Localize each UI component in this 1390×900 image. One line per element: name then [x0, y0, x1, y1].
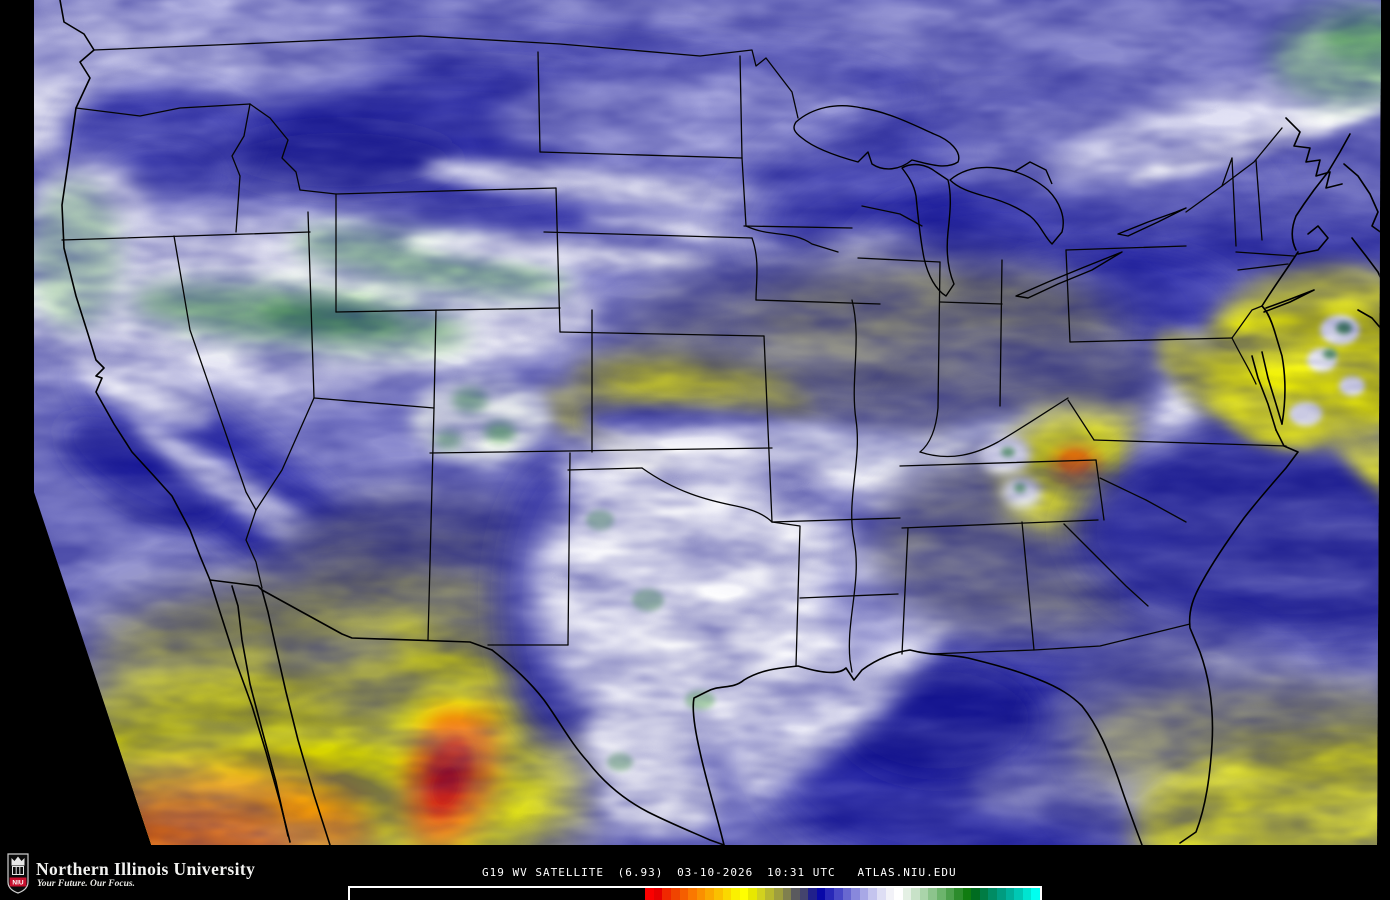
colorbar-swatch: [936, 888, 946, 900]
colorbar-swatch: [988, 888, 998, 900]
colorbar-swatch: [662, 888, 672, 900]
image-caption: G19 WV SATELLITE (6.93) 03-10-2026 10:31…: [482, 866, 957, 879]
colorbar-swatch: [739, 888, 749, 900]
colorbar-swatch: [645, 888, 654, 900]
colorbar-swatch: [765, 888, 774, 900]
colorbar-swatch: [885, 888, 895, 900]
niu-shield-logo: NIU: [7, 853, 29, 894]
colorbar-swatch: [688, 888, 697, 900]
caption-site: ATLAS.NIU.EDU: [857, 866, 957, 879]
colorbar-swatch: [1005, 888, 1015, 900]
colorbar-swatch: [902, 888, 912, 900]
university-tagline: Your Future. Our Focus.: [37, 879, 135, 889]
castle-icon: [11, 856, 25, 866]
state-borders: [61, 35, 1295, 673]
university-name: Northern Illinois University: [36, 859, 256, 879]
caption-date: 03-10-2026: [677, 866, 754, 879]
colorbar-swatch: [756, 888, 766, 900]
colorbar-swatch: [773, 888, 783, 900]
colorbar-swatch: [791, 888, 800, 900]
colorbar-swatch: [748, 888, 757, 900]
colorbar-swatches: [645, 888, 1040, 900]
colorbar-swatch: [945, 888, 955, 900]
colorbar-swatch: [713, 888, 723, 900]
colorbar-swatch: [894, 888, 903, 900]
wv-satellite-map: [34, 0, 1381, 847]
colorbar-swatch: [705, 888, 714, 900]
caption-time: 10:31 UTC: [766, 866, 836, 879]
colorbar-swatch: [731, 888, 740, 900]
footer-bar: NIU Northern Illinois University Your Fu…: [0, 845, 1390, 900]
colorbar-swatch: [825, 888, 835, 900]
colorbar-swatch: [911, 888, 920, 900]
colorbar-swatch: [722, 888, 732, 900]
caption-band: (6.93): [617, 866, 664, 879]
colorbar-swatch: [653, 888, 663, 900]
niu-acronym: NIU: [12, 880, 24, 887]
caption-product: G19 WV SATELLITE: [482, 866, 604, 879]
colorbar-swatch: [919, 888, 929, 900]
colorbar-swatch: [782, 888, 792, 900]
colorbar-swatch: [971, 888, 980, 900]
colorbar-swatch: [799, 888, 809, 900]
colorbar-swatch: [954, 888, 963, 900]
colorbar-swatch: [1022, 888, 1032, 900]
colorbar-swatch: [1031, 888, 1040, 900]
wv-imagery: [34, 0, 1381, 847]
colorbar-swatch: [842, 888, 852, 900]
colorbar-swatch: [979, 888, 989, 900]
coastline: [59, 0, 1381, 846]
colorbar-swatch: [696, 888, 706, 900]
colorbar-swatch: [816, 888, 826, 900]
colorbar-swatch: [997, 888, 1006, 900]
colorbar-swatch: [834, 888, 843, 900]
colorbar-swatch: [868, 888, 877, 900]
colorbar-swatch: [928, 888, 937, 900]
great-lakes: [793, 105, 1187, 299]
colorbar-swatch: [1014, 888, 1023, 900]
colorbar-swatch: [851, 888, 860, 900]
colorbar-swatch: [962, 888, 972, 900]
colorbar-swatch: [859, 888, 869, 900]
satellite-image: [34, 0, 1381, 847]
colorbar-black-segment: [350, 888, 646, 900]
colorbar-swatch: [808, 888, 817, 900]
colorbar-swatch: [679, 888, 689, 900]
wv-colorbar-legend: [348, 886, 1042, 900]
colorbar-swatch: [876, 888, 886, 900]
colorbar-swatch: [671, 888, 680, 900]
